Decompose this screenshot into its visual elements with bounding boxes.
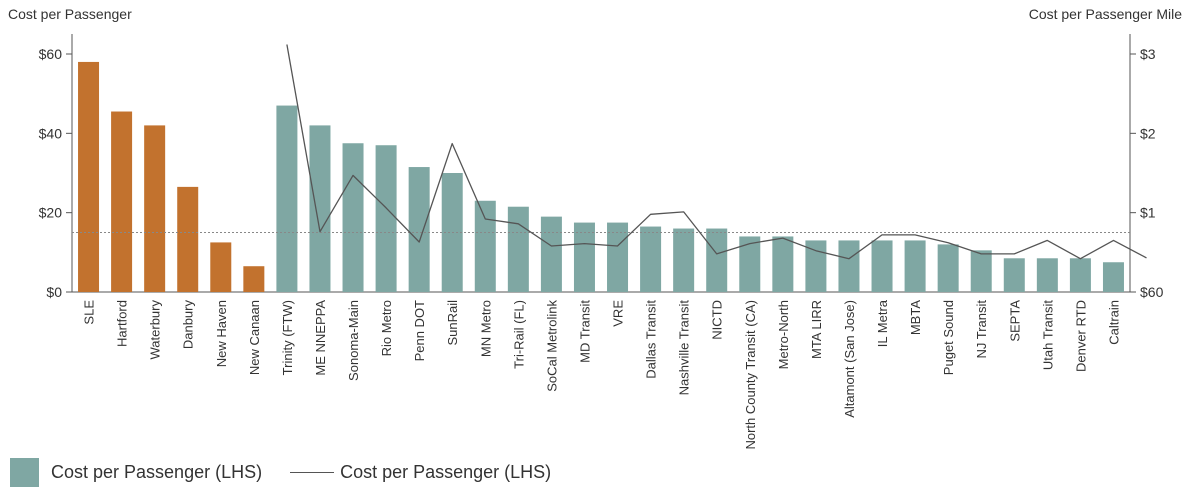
left-axis-title: Cost per Passenger: [8, 6, 132, 22]
category-label: Waterbury: [148, 300, 163, 360]
bar-il-metra: [871, 240, 893, 292]
cost-per-mile-line: [286, 44, 1147, 260]
category-label: New Haven: [214, 300, 229, 367]
axes: $0 $20 $40 $60 $60 $1 $2 $3: [39, 34, 1164, 300]
category-label: SEPTA: [1007, 300, 1022, 342]
left-tick-label: $40: [39, 125, 63, 141]
left-tick-label: $20: [39, 205, 63, 221]
right-tick-label: $60: [1140, 284, 1164, 300]
category-label: Rio Metro: [379, 300, 394, 356]
left-tick-label: $60: [39, 46, 63, 62]
bar-vre: [607, 222, 629, 292]
bar-penn-dot: [408, 167, 430, 292]
category-label: MN Metro: [478, 300, 493, 357]
bar-nictd: [706, 228, 728, 292]
category-label: NICTD: [710, 300, 725, 340]
category-label: MD Transit: [577, 300, 592, 363]
bar-utah-transit: [1036, 258, 1058, 292]
bar-md-transit: [573, 222, 595, 292]
cost-per-mile-polyline: [286, 44, 1147, 260]
category-label: Dallas Transit: [644, 300, 659, 379]
legend-bar-swatch: [10, 458, 39, 487]
bar-nashville-transit: [673, 228, 695, 292]
category-label: Penn DOT: [412, 300, 427, 361]
category-label: Puget Sound: [941, 300, 956, 375]
bar-nj-transit: [970, 250, 992, 292]
category-label: SLE: [82, 300, 97, 325]
bar-north-county-transit-ca: [739, 236, 761, 292]
category-label: MBTA: [908, 300, 923, 335]
bar-danbury: [177, 186, 199, 292]
right-tick-label: $2: [1140, 125, 1156, 141]
category-label: Denver RTD: [1073, 300, 1088, 372]
category-label: Hartford: [115, 300, 130, 347]
category-label: Altamont (San Jose): [842, 300, 857, 418]
category-label: North County Transit (CA): [743, 300, 758, 450]
bar-new-haven: [210, 242, 232, 292]
bar-sonoma-main: [342, 143, 364, 292]
bar-trinity-ftw: [276, 105, 298, 292]
bar-dallas-transit: [640, 226, 662, 292]
category-label: ME NNEPPA: [313, 300, 328, 376]
bar-socal-metrolink: [540, 216, 562, 292]
legend-line-swatch: [290, 472, 335, 473]
legend: Cost per Passenger (LHS) Cost per Passen…: [10, 458, 551, 487]
bar-waterbury: [144, 125, 166, 293]
left-tick-label: $0: [46, 284, 62, 300]
category-labels: SLE Hartford Waterbury Danbury New Haven New …: [82, 299, 1122, 449]
bar-mbta: [904, 240, 926, 292]
category-label: MTA LIRR: [809, 300, 824, 359]
bar-tri-rail-fl: [507, 206, 529, 292]
category-label: IL Metra: [875, 299, 890, 347]
bar-denver-rtd: [1069, 258, 1091, 292]
bar-mn-metro: [474, 200, 496, 292]
category-label: Tri-Rail (FL): [511, 300, 526, 369]
right-axis-title: Cost per Passenger Mile: [1029, 6, 1183, 22]
bar-septa: [1003, 258, 1025, 292]
category-label: Caltrain: [1106, 300, 1121, 345]
legend-line-label: Cost per Passenger (LHS): [340, 462, 552, 482]
category-label: Danbury: [181, 300, 196, 350]
bar-hartford: [111, 111, 133, 293]
bar-mta-lirr: [805, 240, 827, 292]
category-label: Sonoma-Main: [346, 300, 361, 381]
bar-metro-north: [772, 236, 794, 292]
bar-caltrain: [1102, 262, 1124, 292]
bar-altamont-san-jose: [838, 240, 860, 292]
category-label: Utah Transit: [1040, 300, 1055, 370]
category-label: SunRail: [445, 300, 460, 346]
right-tick-label: $1: [1140, 205, 1156, 221]
category-label: SoCal Metrolink: [544, 300, 559, 392]
category-label: VRE: [611, 300, 626, 327]
category-label: Trinity (FTW): [280, 300, 295, 375]
right-tick-label: $3: [1140, 46, 1156, 62]
category-label: Metro-North: [776, 300, 791, 369]
bar-puget-sound: [937, 244, 959, 292]
bar-rio-metro: [375, 145, 397, 292]
bar-me-nneppa: [309, 125, 331, 293]
bars: [78, 61, 1124, 293]
bar-new-canaan: [243, 266, 265, 292]
category-label: New Canaan: [247, 300, 262, 375]
legend-bar-label: Cost per Passenger (LHS): [51, 462, 263, 482]
category-label: NJ Transit: [974, 300, 989, 359]
bar-sle: [78, 61, 100, 292]
category-label: Nashville Transit: [677, 300, 692, 396]
